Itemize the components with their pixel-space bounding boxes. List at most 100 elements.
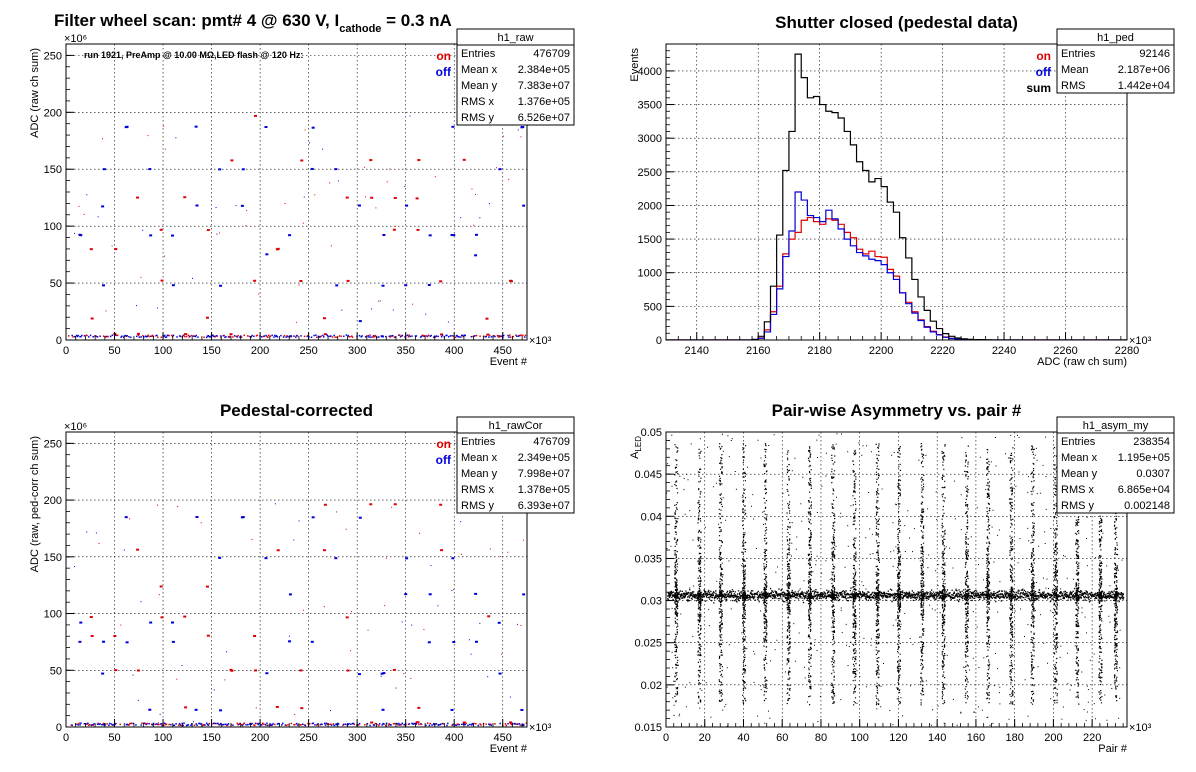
data-point: [241, 516, 245, 519]
data-point: [391, 335, 393, 338]
data-point: [191, 334, 193, 337]
data-point: [314, 724, 316, 726]
data-point: [516, 623, 518, 625]
y-tick-label: 0.03: [641, 596, 662, 608]
data-point: [427, 283, 431, 286]
y-tick-label: 150: [44, 164, 62, 176]
data-point: [246, 210, 248, 212]
data-point: [80, 722, 82, 724]
data-point: [223, 334, 225, 337]
data-point: [265, 724, 267, 726]
data-point: [293, 335, 295, 337]
data-point: [462, 723, 465, 726]
data-point: [456, 335, 459, 337]
data-point: [160, 336, 163, 339]
data-point: [129, 723, 131, 725]
data-point: [486, 333, 490, 336]
data-point: [86, 531, 88, 533]
data-point: [182, 334, 184, 337]
data-point: [168, 334, 170, 337]
data-point: [290, 335, 293, 337]
data-point: [271, 724, 273, 726]
data-point: [184, 335, 186, 338]
data-point: [177, 724, 180, 726]
data-point: [376, 336, 378, 339]
data-point: [470, 335, 473, 338]
data-point: [283, 334, 286, 337]
data-point: [490, 724, 493, 726]
data-point: [160, 723, 163, 725]
data-point: [474, 640, 478, 643]
data-point: [212, 722, 215, 725]
data-point: [236, 336, 239, 338]
data-point: [210, 335, 212, 337]
data-point: [398, 722, 400, 725]
data-point: [329, 723, 332, 726]
data-point: [241, 724, 244, 727]
data-point: [413, 722, 416, 725]
data-point: [489, 723, 492, 725]
data-point: [316, 724, 318, 726]
data-point: [195, 723, 197, 725]
data-point: [440, 723, 442, 725]
data-point: [303, 196, 305, 198]
data-point: [333, 724, 335, 727]
y-tick-label: 150: [44, 552, 62, 564]
x-tick-label: 250: [299, 345, 317, 357]
data-point: [213, 722, 216, 725]
stats-value: 1.442e+04: [1118, 80, 1170, 92]
data-point: [401, 722, 404, 725]
data-point: [319, 336, 322, 338]
x-axis-label: Event #: [490, 743, 528, 755]
data-point: [353, 723, 356, 726]
data-point: [382, 233, 386, 236]
data-point: [518, 334, 521, 337]
data-point: [337, 180, 339, 182]
data-point: [415, 335, 418, 337]
data-point: [137, 334, 140, 337]
data-point: [346, 669, 350, 672]
x-tick-label: 450: [494, 732, 512, 744]
data-point: [329, 710, 331, 712]
data-point: [219, 335, 222, 337]
data-point: [296, 724, 299, 726]
data-point: [205, 316, 209, 319]
data-point: [369, 724, 371, 727]
x-axis-label: Event #: [490, 356, 528, 368]
data-point: [219, 284, 223, 287]
data-point: [392, 668, 396, 671]
data-point: [401, 334, 404, 337]
data-point: [434, 723, 437, 725]
data-point: [104, 336, 107, 338]
data-point: [119, 723, 121, 726]
data-point: [155, 334, 157, 337]
data-point: [215, 207, 217, 209]
data-point: [300, 724, 302, 726]
data-point: [285, 336, 287, 338]
data-point: [146, 335, 149, 338]
y-tick-label: 2000: [638, 200, 662, 212]
data-point: [96, 723, 99, 725]
data-point: [300, 707, 304, 710]
data-point: [334, 557, 338, 560]
data-point: [472, 723, 474, 726]
data-point: [222, 723, 225, 726]
data-point: [77, 334, 80, 337]
data-point: [168, 723, 170, 726]
y-tick-label: 0.025: [634, 638, 662, 650]
data-point: [109, 335, 112, 338]
data-point: [415, 723, 418, 725]
x-tick-label: 2200: [869, 345, 893, 357]
data-point: [331, 336, 334, 338]
data-band: [667, 587, 1125, 604]
data-point: [303, 724, 306, 726]
data-point: [393, 336, 396, 338]
data-point: [127, 724, 129, 726]
data-point: [468, 639, 470, 641]
y-tick-label: 0.045: [634, 469, 662, 481]
data-point: [79, 724, 81, 726]
data-point: [172, 724, 175, 727]
data-point: [190, 724, 192, 727]
data-point: [171, 334, 173, 337]
data-point: [346, 279, 350, 282]
